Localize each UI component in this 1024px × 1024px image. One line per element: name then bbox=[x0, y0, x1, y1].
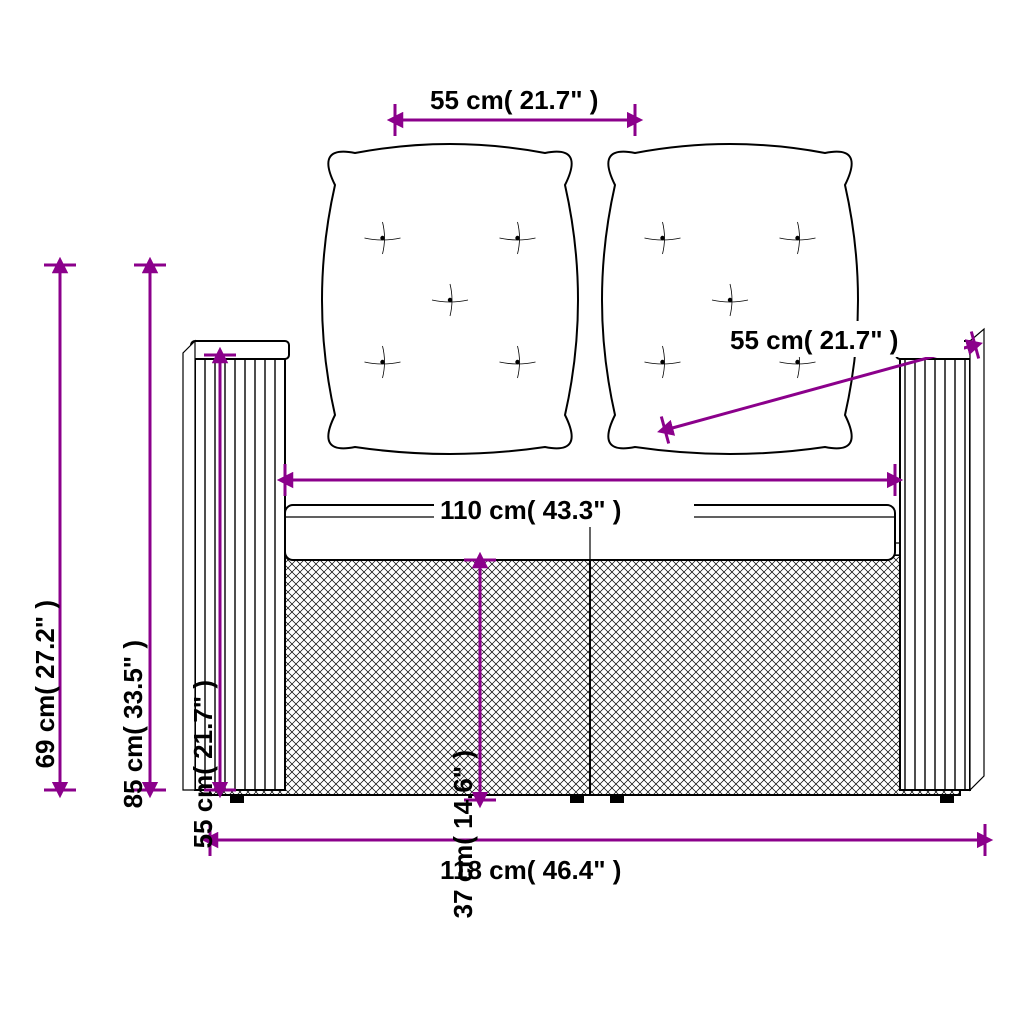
dim-label-left_inner: 55 cm( 21.7" ) bbox=[188, 680, 219, 848]
dim-label-left_outer: 69 cm( 27.2" ) bbox=[30, 600, 61, 768]
dim-label-depth: 55 cm( 21.7" ) bbox=[730, 325, 898, 356]
dim-label-center_h: 37 cm( 14.6" ) bbox=[448, 750, 479, 918]
diagram-stage: 55 cm( 21.7" )110 cm( 43.3" )118 cm( 46.… bbox=[0, 0, 1024, 1024]
dim-label-left_mid: 85 cm( 33.5" ) bbox=[118, 640, 149, 808]
dim-label-innerWidth: 110 cm( 43.3" ) bbox=[440, 495, 621, 526]
dim-label-top: 55 cm( 21.7" ) bbox=[430, 85, 598, 116]
